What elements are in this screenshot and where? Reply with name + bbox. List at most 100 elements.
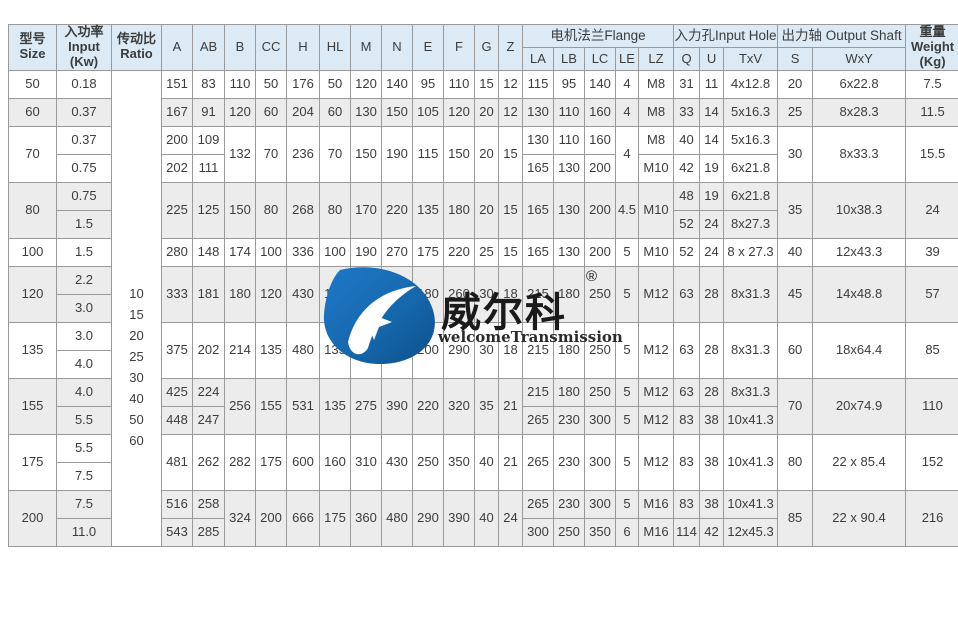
cell-n: 140 [381, 69, 413, 99]
cell-g: 40 [474, 489, 499, 547]
cell-s: 25 [777, 97, 814, 127]
ratio-value: 10 [129, 286, 144, 302]
cell-hl: 120 [319, 265, 351, 323]
col-header-ratio: 传动比 Ratio [111, 24, 162, 71]
cell-u: 38 [699, 405, 725, 435]
col-header-n: N [381, 24, 413, 71]
cell-ab: 125 [192, 181, 225, 239]
cell-wxy: 22 x 85.4 [812, 433, 907, 491]
cell-b: 324 [224, 489, 256, 547]
spec-table-container: 型号 Size 入功率 Input (Kw) 传动比 Ratio A AB B … [8, 23, 958, 547]
cell-n: 480 [381, 489, 413, 547]
cell-input-power: 0.75 [56, 181, 112, 211]
col-header-le: LE [615, 47, 639, 71]
cell-g: 20 [474, 181, 499, 239]
cell-hl: 135 [319, 377, 351, 435]
cell-b: 214 [224, 321, 256, 379]
cell-q: 83 [673, 433, 701, 491]
cell-cc: 70 [255, 125, 287, 183]
cell-cc: 60 [255, 97, 287, 127]
cell-hl: 70 [319, 125, 351, 183]
table-row: 7.5 [9, 461, 958, 491]
cell-q: 63 [673, 321, 701, 379]
cell-q: 83 [673, 405, 701, 435]
cell-z: 18 [498, 265, 523, 323]
table-row: 175 5.5 481 262 282 175 600 160 310 430 250 350 40 21… [8, 433, 958, 491]
cell-s: 20 [777, 69, 814, 99]
cell-u: 14 [699, 97, 725, 127]
cell-lz: M12 [637, 321, 675, 379]
cell-m: 270 [350, 265, 382, 323]
cell-u: 19 [699, 181, 725, 211]
cell-lc: 350 [584, 517, 616, 547]
cell-m: 360 [350, 489, 382, 547]
cell-size: 120 [8, 265, 57, 323]
cell-input-power: 2.2 [56, 265, 112, 295]
table-row: 120 2.2 333 181 180 120 430 120 270 320 180 260 30 18… [8, 265, 958, 323]
cell-hl: 135 [319, 321, 351, 379]
cell-txv: 8x31.3 [723, 265, 779, 323]
table-row: 100 1.5 280 148 174 100 336 100 190 270 175 220 25 15… [8, 237, 958, 267]
cell-input-power: 1.5 [56, 237, 112, 267]
cell-b: 150 [224, 181, 256, 239]
cell-w: 24 [905, 181, 958, 239]
cell-lz: M8 [637, 69, 675, 99]
cell-le: 6 [615, 517, 639, 547]
table-row: 0.75 202 111 165 130 200 M10 42 19 6x21.8 [9, 153, 958, 183]
cell-ab: 258 [192, 489, 225, 519]
ratio-spacer [112, 165, 161, 283]
col-header-lc: LC [584, 47, 616, 71]
cell-cc: 135 [255, 321, 287, 379]
cell-ab: 202 [192, 321, 225, 379]
cell-w: 57 [905, 265, 958, 323]
cell-b: 174 [224, 237, 256, 267]
cell-la: 130 [522, 125, 554, 155]
cell-m: 275 [350, 377, 382, 435]
cell-hl: 175 [319, 489, 351, 547]
cell-u: 19 [699, 153, 725, 183]
ratio-value: 50 [129, 412, 144, 428]
cell-b: 180 [224, 265, 256, 323]
cell-txv: 8x31.3 [723, 377, 779, 407]
cell-lc: 160 [584, 97, 616, 127]
cell-w: 15.5 [905, 125, 958, 183]
cell-h: 236 [286, 125, 320, 183]
table-row: 60 0.37 167 91 120 60 204 60 130 150 105 120 20 12 130… [8, 97, 958, 127]
cell-u: 24 [699, 209, 725, 239]
cell-la: 215 [522, 377, 554, 407]
cell-a: 225 [161, 181, 193, 239]
cell-n: 190 [381, 125, 413, 183]
cell-h: 204 [286, 97, 320, 127]
cell-g: 15 [474, 69, 499, 99]
cell-input-power: 3.0 [56, 293, 112, 323]
cell-cc: 175 [255, 433, 287, 491]
cell-hl: 160 [319, 433, 351, 491]
cell-lb: 230 [553, 433, 585, 491]
cell-u: 11 [699, 69, 725, 99]
cell-a: 448 [161, 405, 193, 435]
cell-size: 100 [8, 237, 57, 267]
cell-m: 130 [350, 97, 382, 127]
cell-ab: 262 [192, 433, 225, 491]
cell-input-power: 0.75 [56, 153, 112, 183]
cell-wxy: 6x22.8 [812, 69, 907, 99]
cell-a: 375 [161, 321, 193, 379]
col-header-wxy: WxY [812, 47, 907, 71]
cell-b: 110 [224, 69, 256, 99]
cell-q: 33 [673, 97, 701, 127]
ratio-value: 30 [129, 370, 144, 386]
col-header-input-power: 入功率 Input (Kw) [56, 24, 112, 71]
cell-w: 7.5 [905, 69, 958, 99]
cell-input-power: 4.0 [56, 377, 112, 407]
cell-txv: 6x21.8 [723, 181, 779, 211]
cell-input-power: 7.5 [56, 461, 112, 491]
cell-e: 290 [412, 489, 444, 547]
cell-u: 28 [699, 377, 725, 407]
cell-input-power: 4.0 [56, 349, 112, 379]
ratio-value: 60 [129, 433, 144, 449]
col-header-g: G [474, 24, 499, 71]
cell-wxy: 14x48.8 [812, 265, 907, 323]
cell-e: 200 [412, 321, 444, 379]
col-header-a: A [161, 24, 193, 71]
cell-wxy: 18x64.4 [812, 321, 907, 379]
